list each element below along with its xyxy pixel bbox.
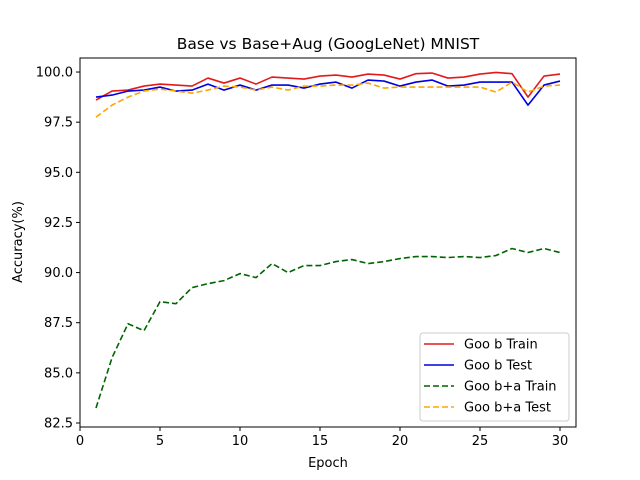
series-lines (95, 71, 561, 409)
y-tick-label: 90.0 (44, 266, 73, 281)
series-line-3 (95, 81, 561, 118)
y-tick-label: 82.5 (44, 416, 73, 431)
y-tick-label: 97.5 (44, 116, 73, 131)
x-tick-label: 10 (232, 434, 249, 449)
series-line-0 (95, 71, 561, 101)
x-tick-label: 30 (552, 434, 569, 449)
y-tick-label: 87.5 (44, 316, 73, 331)
legend-label-2: Goo b+a Train (464, 380, 557, 395)
y-tick-label: 85.0 (44, 366, 73, 381)
x-tick-label: 5 (156, 434, 164, 449)
legend-label-0: Goo b Train (464, 338, 538, 353)
y-tick-label: 92.5 (44, 216, 73, 231)
y-tick-label: 100.0 (36, 66, 73, 81)
x-tick-label: 25 (472, 434, 489, 449)
legend-label-3: Goo b+a Test (464, 401, 551, 416)
y-tick-label: 95.0 (44, 166, 73, 181)
chart-title: Base vs Base+Aug (GoogLeNet) MNIST (177, 35, 480, 53)
x-tick-label: 0 (76, 434, 84, 449)
y-axis-label: Accuracy(%) (11, 201, 26, 283)
axes-frame (79, 57, 577, 428)
x-axis-ticks: 0 5 10 15 20 25 30 (76, 427, 568, 449)
legend-label-1: Goo b Test (464, 359, 532, 374)
series-line-2 (95, 247, 561, 409)
x-tick-label: 15 (312, 434, 329, 449)
legend-frame (419, 332, 570, 422)
y-axis-ticks: 82.5 85.0 87.5 90.0 92.5 95.0 97.5 100.0 (36, 66, 80, 431)
x-tick-label: 20 (392, 434, 409, 449)
x-axis-label: Epoch (308, 456, 348, 471)
plot-area (79, 57, 577, 428)
legend: Goo b Train Goo b Test Goo b+a Train Goo b+… (419, 332, 570, 422)
